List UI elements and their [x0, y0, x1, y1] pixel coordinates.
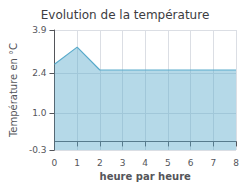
svg-text:2.4: 2.4 — [32, 68, 47, 78]
svg-text:3: 3 — [120, 158, 126, 168]
svg-text:5: 5 — [165, 158, 171, 168]
svg-text:7: 7 — [210, 158, 216, 168]
svg-text:Evolution de la température: Evolution de la température — [41, 8, 210, 22]
svg-text:-0.3: -0.3 — [29, 145, 47, 155]
svg-text:3.9: 3.9 — [32, 25, 47, 35]
svg-text:8: 8 — [233, 158, 239, 168]
svg-text:heure par heure: heure par heure — [100, 171, 191, 182]
svg-text:1: 1 — [74, 158, 80, 168]
svg-text:0: 0 — [52, 158, 58, 168]
svg-text:6: 6 — [188, 158, 194, 168]
svg-text:4: 4 — [142, 158, 148, 168]
svg-text:Température en °C: Température en °C — [8, 43, 19, 138]
svg-text:1.0: 1.0 — [32, 108, 47, 118]
svg-text:2: 2 — [97, 158, 103, 168]
